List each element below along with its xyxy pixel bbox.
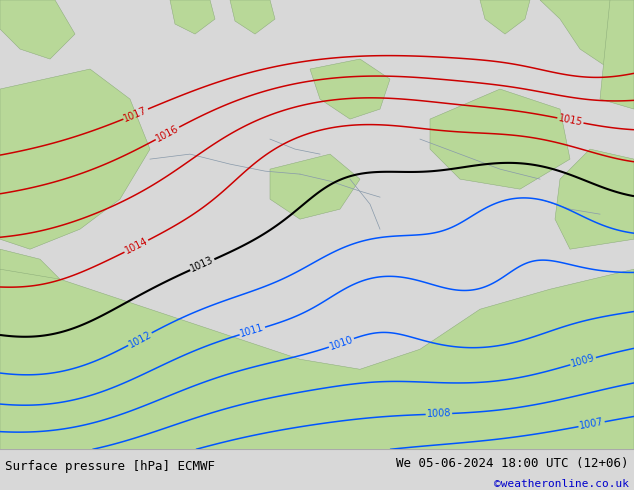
Polygon shape	[230, 0, 275, 34]
Polygon shape	[0, 69, 150, 249]
Text: 1007: 1007	[579, 417, 605, 431]
Polygon shape	[555, 149, 634, 249]
Text: We 05-06-2024 18:00 UTC (12+06): We 05-06-2024 18:00 UTC (12+06)	[396, 457, 629, 470]
Polygon shape	[600, 0, 634, 109]
Text: 1014: 1014	[123, 236, 150, 256]
Text: 1015: 1015	[557, 113, 583, 128]
Polygon shape	[0, 0, 75, 59]
Text: 1009: 1009	[570, 353, 596, 369]
Polygon shape	[0, 269, 634, 449]
Text: 1008: 1008	[427, 409, 451, 419]
Text: 1012: 1012	[127, 329, 153, 349]
Polygon shape	[0, 339, 120, 449]
Text: ©weatheronline.co.uk: ©weatheronline.co.uk	[494, 479, 629, 489]
Polygon shape	[480, 0, 530, 34]
Polygon shape	[540, 0, 634, 69]
Polygon shape	[430, 89, 570, 189]
Text: 1011: 1011	[239, 322, 266, 339]
Text: 1013: 1013	[189, 255, 216, 274]
Polygon shape	[270, 154, 360, 219]
Text: 1016: 1016	[154, 123, 181, 144]
Polygon shape	[0, 249, 70, 349]
Text: Surface pressure [hPa] ECMWF: Surface pressure [hPa] ECMWF	[5, 460, 215, 473]
Polygon shape	[170, 0, 215, 34]
Polygon shape	[310, 59, 390, 119]
Text: 1010: 1010	[328, 334, 354, 351]
Text: 1017: 1017	[122, 105, 149, 123]
